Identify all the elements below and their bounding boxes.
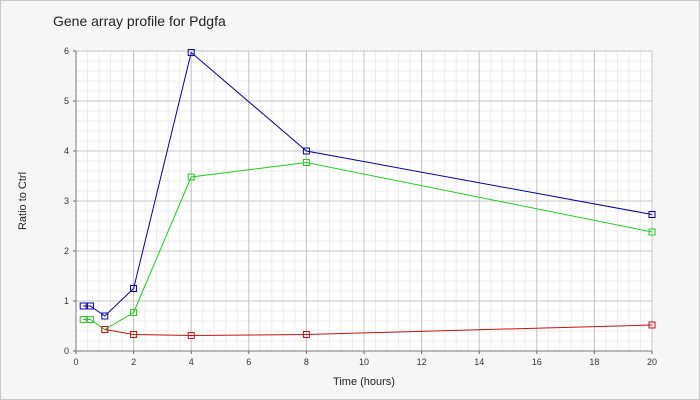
series-line xyxy=(83,51,653,317)
data-point xyxy=(302,147,310,155)
data-point xyxy=(86,316,94,323)
data-point xyxy=(648,321,656,329)
series-1 xyxy=(79,49,656,320)
x-tick-label: 6 xyxy=(246,357,251,367)
x-tick-label: 10 xyxy=(359,357,369,367)
data-point xyxy=(648,228,656,236)
y-tick-label: 3 xyxy=(64,196,69,206)
x-tick-label: 2 xyxy=(131,357,136,367)
x-axis-label: Time (hours) xyxy=(333,376,395,388)
data-point xyxy=(648,211,656,218)
axes xyxy=(73,50,653,354)
data-point xyxy=(187,49,195,56)
y-tick-labels: 0 1 2 3 4 5 6 xyxy=(64,46,69,356)
y-tick-label: 6 xyxy=(64,46,69,56)
x-tick-label: 0 xyxy=(73,357,78,367)
data-point xyxy=(130,285,138,292)
series-layer xyxy=(79,49,656,339)
y-tick-label: 2 xyxy=(64,246,69,256)
data-point xyxy=(79,302,87,310)
data-point xyxy=(187,173,195,181)
chart-title: Gene array profile for Pdgfa xyxy=(53,13,226,29)
y-axis-label: Ratio to Ctrl xyxy=(17,172,29,230)
y-tick-label: 1 xyxy=(64,296,69,306)
series-line xyxy=(83,161,653,331)
series-line xyxy=(104,324,653,337)
data-point xyxy=(101,312,109,320)
y-tick-label: 0 xyxy=(64,346,69,356)
data-point xyxy=(302,159,310,166)
data-point xyxy=(302,331,310,338)
data-point xyxy=(79,316,87,323)
data-point xyxy=(130,331,138,338)
data-point xyxy=(187,332,195,339)
data-point xyxy=(101,326,109,333)
data-point xyxy=(130,309,138,316)
series-3 xyxy=(101,321,656,339)
y-tick-label: 5 xyxy=(64,96,69,106)
y-tick-label: 4 xyxy=(64,146,69,156)
x-tick-label: 4 xyxy=(189,357,194,367)
x-tick-label: 14 xyxy=(474,357,484,367)
x-tick-label: 8 xyxy=(304,357,309,367)
x-tick-label: 20 xyxy=(647,357,657,367)
x-tick-label: 16 xyxy=(532,357,542,367)
x-tick-label: 12 xyxy=(417,357,427,367)
data-point xyxy=(86,302,94,310)
x-tick-label: 18 xyxy=(589,357,599,367)
x-tick-labels: 0 2 4 6 8 10 12 14 16 18 20 xyxy=(73,357,657,367)
